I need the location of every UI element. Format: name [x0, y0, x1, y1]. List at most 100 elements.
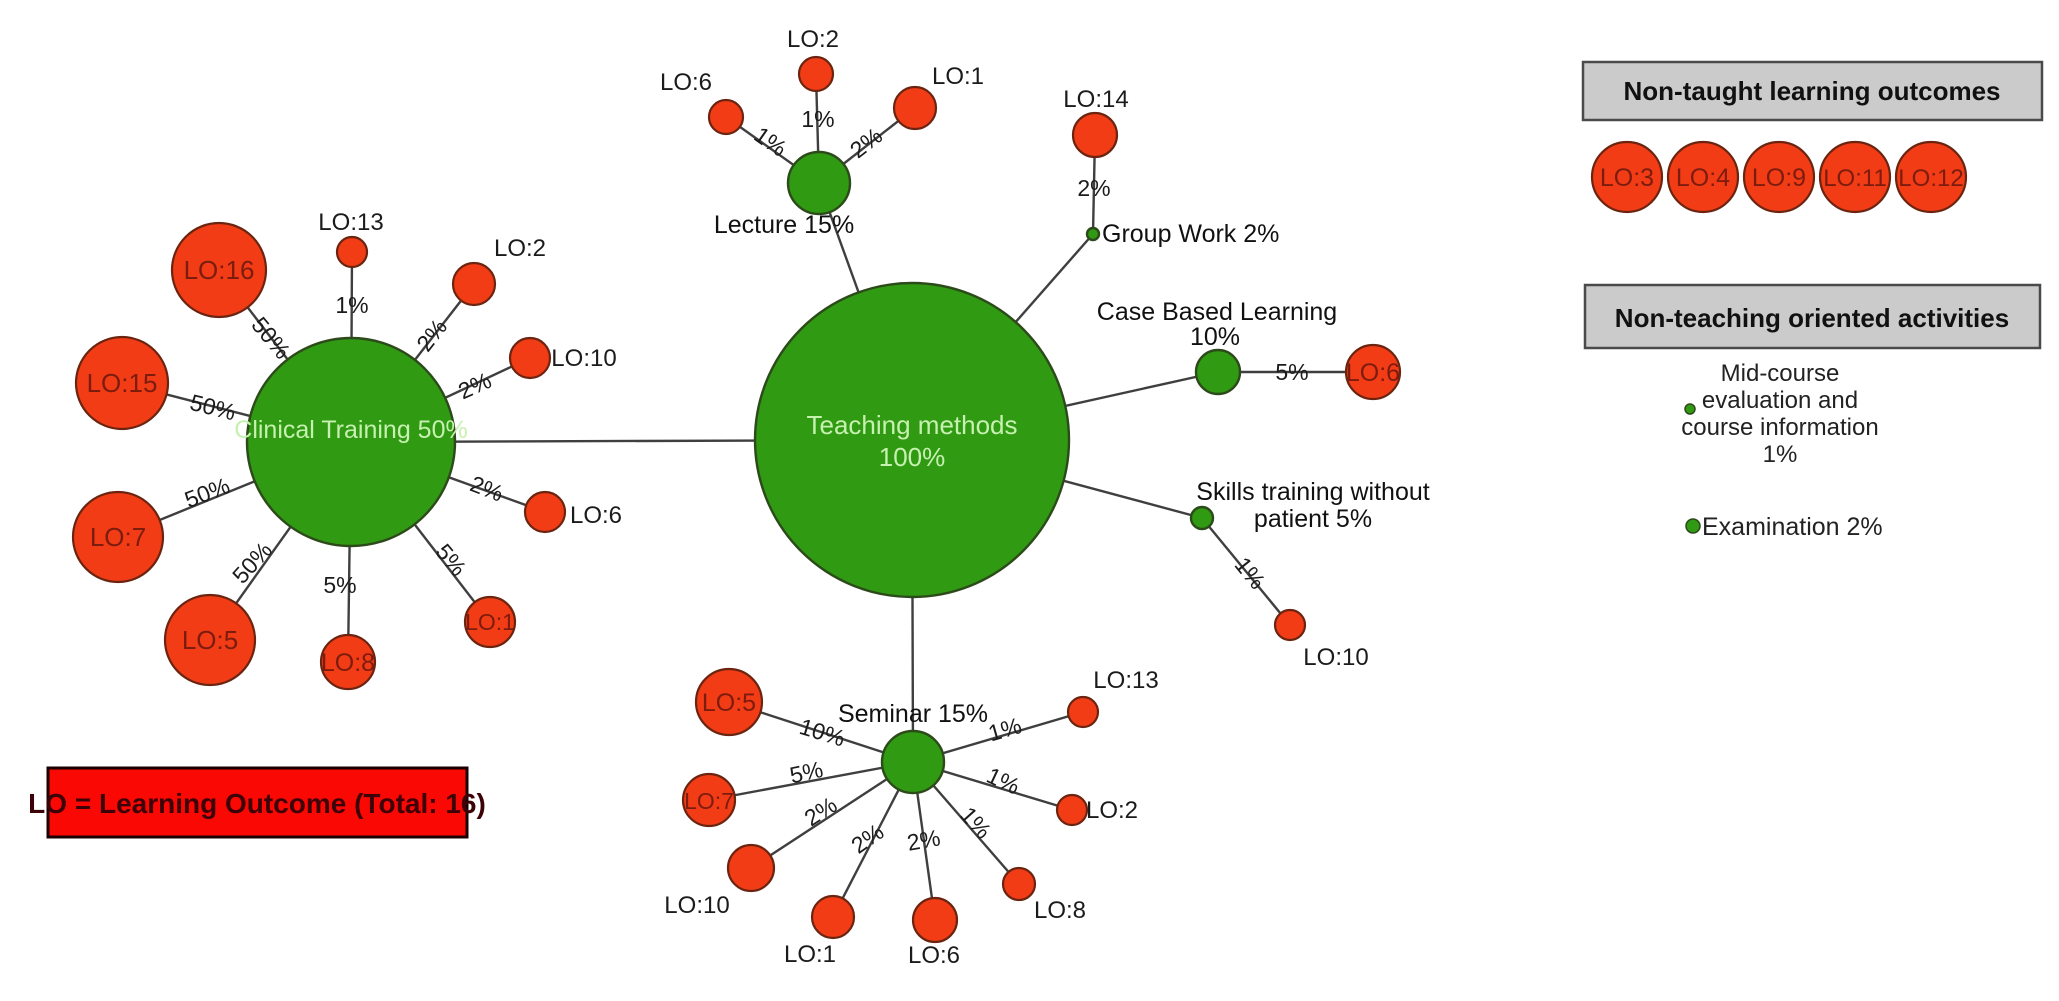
method-node-seminar	[880, 729, 946, 795]
edge-pct: 50%	[187, 389, 238, 425]
lo-label-inside: LO:5	[702, 689, 756, 717]
lo-node-seminar-lo8	[1001, 866, 1037, 902]
lo-label-inside: LO:3	[1600, 164, 1654, 192]
lo-node-nontaught-lo4	[1666, 140, 1740, 214]
edge-pct: 5%	[323, 572, 356, 598]
lo-node-casebased-lo6	[1344, 343, 1402, 401]
examination-label: Examination 2%	[1702, 513, 1883, 541]
case-based-label-line1: Case Based Learning	[1097, 298, 1337, 326]
lo-label: LO:8	[1034, 897, 1086, 924]
non-teaching-title: Non-teaching oriented activities	[1615, 303, 2009, 333]
method-node-case-based	[1194, 348, 1242, 396]
edge-pct: 1%	[750, 121, 792, 161]
lo-label-inside: LO:1	[465, 609, 515, 635]
non-taught-panel: Non-taught learning outcomes LO:3 LO:4 L…	[1581, 60, 2044, 214]
lo-label: LO:1	[932, 63, 984, 90]
lo-label: LO:6	[570, 502, 622, 529]
lo-label-inside: LO:11	[1823, 165, 1887, 192]
lo-node-clinical-lo10	[508, 336, 552, 380]
edge-pct: 50%	[246, 312, 296, 364]
lo-node-seminar-lo10	[726, 843, 776, 893]
root-label-line2: 100%	[879, 442, 946, 472]
method-node-group-work	[1085, 226, 1101, 242]
lo-node-clinical-lo8	[319, 633, 377, 691]
edge-pct: 5%	[787, 756, 825, 788]
edge-pct: 2%	[905, 824, 942, 855]
edge-pct: 1%	[801, 106, 834, 132]
lo-node-clinical-lo1	[463, 595, 517, 649]
edge-pct: 2%	[1077, 175, 1110, 201]
lo-node-seminar-lo1	[810, 894, 856, 940]
lo-node-nontaught-lo3	[1590, 140, 1664, 214]
lo-label: LO:2	[494, 235, 546, 262]
edge-pct: 2%	[467, 470, 507, 506]
lo-node-clinical-lo15	[74, 335, 170, 431]
lo-node-seminar-lo13	[1066, 695, 1100, 729]
lo-label: LO:10	[664, 892, 729, 919]
non-taught-title-box	[1581, 60, 2044, 122]
edge-pct: 1%	[955, 802, 997, 844]
non-taught-title: Non-taught learning outcomes	[1624, 76, 2001, 106]
method-node-clinical-training	[245, 336, 457, 548]
edge-pct: 5%	[1275, 359, 1308, 385]
lo-label-inside: LO:15	[87, 368, 158, 398]
lo-node-clinical-lo5	[163, 593, 257, 687]
lo-node-seminar-lo2	[1055, 793, 1089, 827]
lo-node-seminar-lo7	[681, 772, 737, 828]
method-node-lecture	[786, 150, 852, 216]
midcourse-line1: Mid-course	[1721, 360, 1840, 387]
edge-pct: 5%	[430, 539, 471, 581]
lo-label: LO:10	[1303, 644, 1368, 671]
lo-label: LO:14	[1063, 86, 1128, 113]
lo-node-nontaught-lo12	[1894, 140, 1968, 214]
midcourse-line4: 1%	[1763, 441, 1798, 468]
root-label-line1: Teaching methods	[806, 410, 1017, 440]
lo-node-clinical-lo7	[71, 490, 165, 584]
group-work-label: Group Work 2%	[1102, 220, 1279, 248]
edge-pct: 50%	[181, 472, 233, 513]
clinical-label: Clinical Training 50%	[234, 416, 467, 444]
edge-pct: 50%	[227, 537, 277, 589]
lo-node-seminar-lo5	[694, 667, 764, 737]
activity-dot-examination	[1685, 518, 1701, 534]
lo-label-inside: LO:9	[1752, 164, 1806, 192]
lo-node-groupwork-lo14	[1071, 111, 1119, 159]
edge-skills-lo10	[1201, 517, 1291, 626]
lo-node-lecture-lo6	[707, 98, 745, 136]
lo-label: LO:13	[318, 209, 383, 236]
lo-label: LO:2	[787, 26, 839, 53]
lo-label-inside: LO:7	[684, 788, 734, 814]
lo-label: LO:6	[660, 69, 712, 96]
lo-node-clinical-lo6	[523, 490, 567, 534]
non-teaching-panel: Non-teaching oriented activities Mid-cou…	[1583, 283, 2042, 541]
lo-label-inside: LO:6	[1346, 359, 1400, 387]
lo-label-inside: LO:16	[184, 255, 255, 285]
lo-label: LO:1	[784, 941, 836, 968]
seminar-label: Seminar 15%	[838, 700, 988, 728]
edge-seminar-lo7	[708, 760, 914, 802]
non-teaching-title-box	[1583, 283, 2042, 350]
edge-pct: 1%	[335, 292, 368, 318]
case-based-label-line2: 10%	[1190, 323, 1240, 351]
midcourse-line2: evaluation and	[1702, 387, 1858, 414]
lo-label-inside: LO:12	[1898, 165, 1963, 192]
lo-label: LO:6	[908, 942, 960, 969]
method-node-skills-training	[1189, 505, 1215, 531]
lo-node-lecture-lo1	[892, 85, 938, 131]
edge-pct: 2%	[454, 367, 495, 404]
activity-dot-midcourse	[1684, 403, 1696, 415]
lo-label-inside: LO:5	[182, 625, 238, 655]
lo-node-clinical-lo13	[335, 235, 369, 269]
lo-node-nontaught-lo11	[1818, 140, 1892, 214]
legend: LO = Learning Outcome (Total: 16)	[28, 766, 486, 839]
root-node-teaching-methods	[753, 281, 1071, 599]
lo-node-nontaught-lo9	[1742, 140, 1816, 214]
lo-node-clinical-lo16	[170, 221, 268, 319]
lo-node-skills-lo10	[1273, 608, 1307, 642]
edge-seminar-lo10	[750, 760, 914, 870]
lo-label: LO:10	[551, 345, 616, 372]
lo-node-clinical-lo2	[451, 261, 497, 307]
lo-label: LO:2	[1086, 797, 1138, 824]
skills-label-line1: Skills training without	[1196, 478, 1429, 506]
